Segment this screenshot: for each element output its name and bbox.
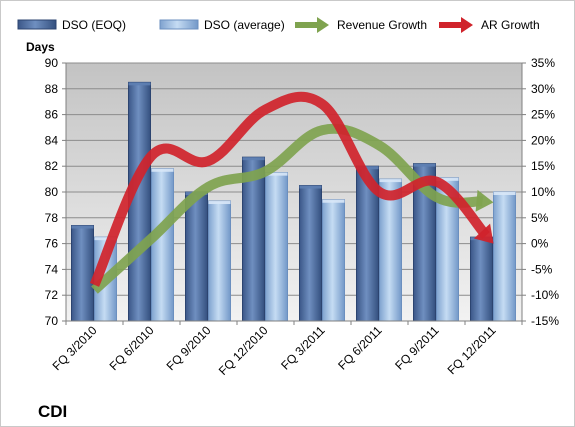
legend-label: AR Growth bbox=[481, 18, 540, 32]
growth-arrowhead bbox=[473, 223, 494, 244]
bar-cap bbox=[128, 82, 151, 86]
right-tick-label: -10% bbox=[531, 288, 559, 302]
x-tick-label: FQ 6/2010 bbox=[107, 323, 157, 373]
right-tick-label: 0% bbox=[531, 237, 549, 251]
legend-swatch bbox=[17, 19, 57, 30]
right-tick-label: 5% bbox=[531, 211, 549, 225]
left-tick-label: 76 bbox=[45, 237, 59, 251]
left-tick-label: 72 bbox=[45, 288, 59, 302]
x-tick-label: FQ 3/2010 bbox=[50, 323, 100, 373]
bar bbox=[265, 172, 288, 322]
bar-cap bbox=[265, 172, 288, 176]
left-tick-label: 70 bbox=[45, 314, 59, 328]
right-tick-label: 30% bbox=[531, 82, 555, 96]
growth-arrowhead bbox=[475, 189, 494, 212]
bar bbox=[185, 191, 208, 322]
left-tick-label: 74 bbox=[45, 262, 59, 276]
left-tick-label: 80 bbox=[45, 185, 59, 199]
bar-cap bbox=[413, 163, 436, 167]
bar-cap bbox=[71, 225, 94, 229]
left-tick-label: 82 bbox=[45, 159, 59, 173]
right-tick-label: 35% bbox=[531, 56, 555, 70]
left-tick-label: 90 bbox=[45, 56, 59, 70]
bar bbox=[299, 185, 322, 322]
right-tick-label: 20% bbox=[531, 133, 555, 147]
bar-cap bbox=[356, 166, 379, 170]
legend-label: DSO (EOQ) bbox=[62, 18, 126, 32]
growth-line bbox=[91, 123, 483, 294]
x-tick-label: FQ 9/2011 bbox=[392, 323, 442, 373]
x-tick-label: FQ 12/2010 bbox=[216, 323, 271, 378]
left-tick-label: 84 bbox=[45, 133, 59, 147]
right-tick-label: 25% bbox=[531, 108, 555, 122]
bar bbox=[493, 191, 516, 322]
bar-cap bbox=[493, 192, 516, 195]
bar-cap bbox=[208, 201, 231, 205]
bar-cap bbox=[322, 199, 345, 203]
legend-label: DSO (average) bbox=[204, 18, 285, 32]
bars bbox=[71, 81, 516, 322]
growth-lines bbox=[89, 91, 494, 294]
legend: DSO (EOQ) DSO (average) Revenue Growth AR G… bbox=[17, 17, 540, 33]
bar-cap bbox=[242, 157, 265, 161]
y-axis-title: Days bbox=[26, 40, 55, 54]
left-tick-label: 88 bbox=[45, 82, 59, 96]
right-tick-label: -5% bbox=[531, 262, 553, 276]
right-tick-label: 10% bbox=[531, 185, 555, 199]
bar bbox=[208, 200, 231, 322]
bar-cap bbox=[299, 185, 322, 189]
left-tick-label: 78 bbox=[45, 211, 59, 225]
growth-line bbox=[89, 91, 490, 287]
bar bbox=[322, 199, 345, 322]
right-tick-label: -15% bbox=[531, 314, 559, 328]
left-tick-label: 86 bbox=[45, 108, 59, 122]
brand-label: CDI bbox=[38, 402, 67, 421]
bar bbox=[71, 225, 94, 322]
bar bbox=[470, 236, 493, 322]
bar-cap bbox=[151, 168, 174, 172]
legend-swatch-arrow bbox=[317, 17, 329, 33]
legend-label: Revenue Growth bbox=[337, 18, 427, 32]
x-tick-label: FQ 12/2011 bbox=[445, 323, 499, 377]
x-tick-label: FQ 9/2010 bbox=[164, 323, 214, 373]
legend-swatch bbox=[159, 19, 199, 30]
bar-cap bbox=[379, 179, 402, 183]
bar bbox=[151, 168, 174, 322]
x-tick-label: FQ 3/2011 bbox=[278, 323, 328, 373]
x-tick-label: FQ 6/2011 bbox=[335, 323, 385, 373]
legend-swatch-arrow bbox=[461, 17, 473, 33]
bar-cap bbox=[436, 177, 459, 181]
right-tick-label: 15% bbox=[531, 159, 555, 173]
bar-cap bbox=[94, 237, 117, 241]
